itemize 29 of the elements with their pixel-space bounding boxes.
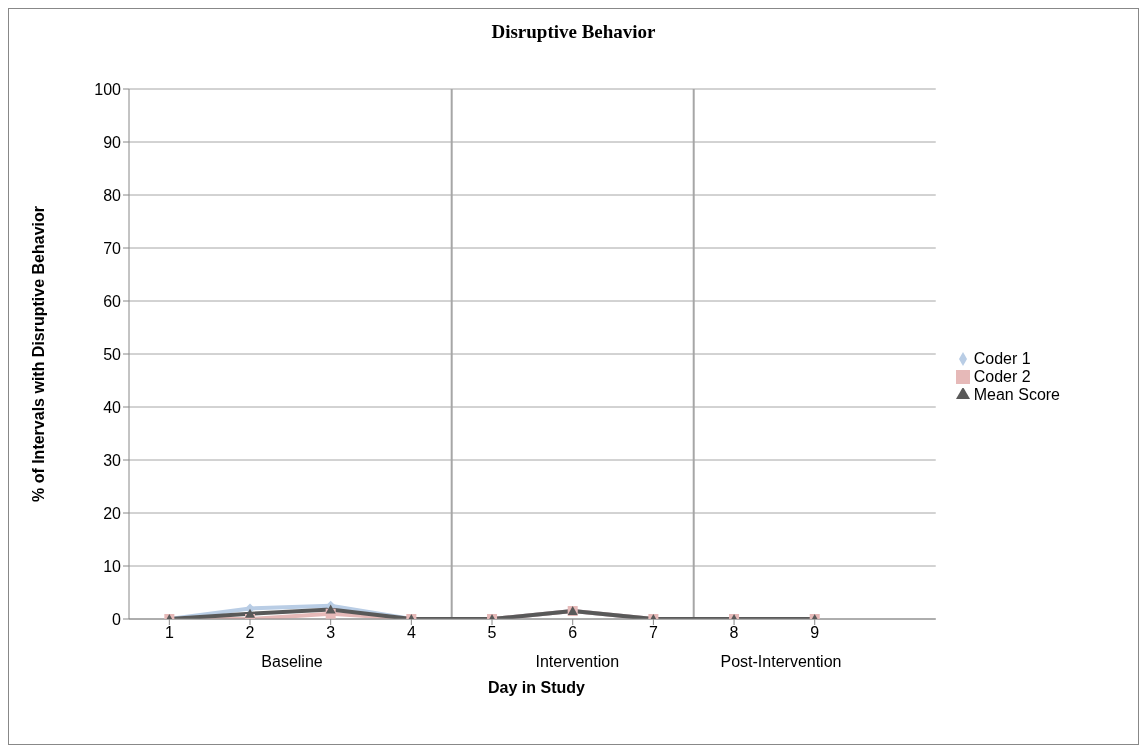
x-tick-label: 6: [568, 624, 578, 642]
y-tick-label: 20: [103, 504, 122, 522]
legend-label: Coder 2: [973, 367, 1031, 385]
y-tick-label: 0: [112, 610, 122, 628]
x-tick-label: 4: [406, 624, 416, 642]
y-tick-label: 50: [103, 345, 122, 363]
x-tick-label: 2: [245, 624, 255, 642]
x-tick-label: 3: [326, 624, 336, 642]
text: Baseline: [260, 653, 324, 671]
y-tick-label: 10: [103, 557, 122, 575]
x-tick-label: 1: [164, 624, 174, 642]
legend-label: Coder 1: [973, 349, 1031, 367]
y-tick-label: 30: [103, 451, 122, 469]
text: Intervention: [534, 653, 621, 671]
chart-title: Disruptive Behavior: [490, 21, 657, 43]
y-tick-label: 90: [103, 133, 122, 151]
legend-label: Mean Score: [973, 385, 1060, 403]
y-tick-label: 70: [103, 239, 122, 257]
x-tick-label: 8: [729, 624, 739, 642]
y-tick-label: 100: [94, 80, 122, 98]
x-tick-label: 5: [487, 624, 497, 642]
y-tick-label: 60: [103, 292, 122, 310]
y-tick-label: 40: [103, 398, 122, 416]
y-tick-label: 80: [103, 186, 122, 204]
text: Post-Intervention: [719, 653, 843, 671]
x-axis-title: Day in Study: [487, 679, 586, 697]
y-axis-title: % of Intervals with Disruptive Behavior: [30, 205, 48, 503]
x-tick-label: 9: [810, 624, 820, 642]
x-tick-label: 7: [648, 624, 658, 642]
